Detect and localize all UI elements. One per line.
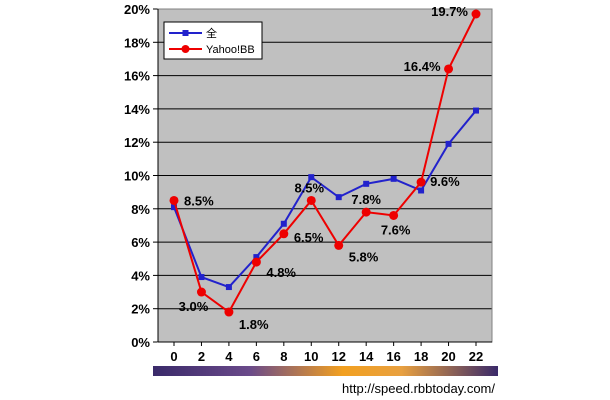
y-tick-label: 2%: [131, 302, 150, 317]
legend-label: 全: [206, 26, 217, 40]
series-point-square: [445, 140, 452, 147]
x-tick-label: 2: [198, 349, 205, 364]
series-point-circle: [361, 207, 371, 217]
x-tick-label: 8: [280, 349, 287, 364]
legend-label: Yahoo!BB: [206, 44, 255, 56]
series-point-circle: [169, 195, 179, 205]
series-point-square: [473, 107, 479, 114]
x-tick-labels: 0 2 4 6 8 10 12 14 16 18 20 22: [170, 342, 483, 364]
y-tick-labels: 0% 2% 4% 6% 8% 10% 12% 14% 16% 18% 20%: [124, 2, 150, 350]
series-point-circle: [334, 240, 344, 250]
y-tick-label: 4%: [131, 268, 150, 283]
series-point-circle: [471, 9, 481, 19]
y-tick-label: 10%: [124, 169, 150, 184]
x-tick-label: 12: [331, 349, 345, 364]
series-point-circle: [279, 229, 289, 239]
data-label: 5.8%: [349, 249, 379, 264]
y-tick-label: 6%: [131, 235, 150, 250]
y-tick-label: 18%: [124, 35, 150, 50]
data-labels: 8.5% 3.0% 1.8% 4.8% 6.5% 8.5% 5.8% 7.8%7.6% 9.6%…: [179, 4, 469, 332]
series-point-circle: [251, 257, 261, 267]
y-tick-label: 16%: [124, 69, 150, 84]
legend-marker-square: [182, 30, 189, 36]
x-tick-label: 0: [170, 349, 177, 364]
series-point-circle: [416, 177, 426, 187]
y-tick-label: 8%: [131, 202, 150, 217]
series-point-circle: [389, 210, 399, 220]
x-tick-label: 16: [386, 349, 400, 364]
series-point-circle: [196, 287, 206, 297]
data-label: 4.8%: [266, 265, 296, 280]
series: [169, 9, 481, 317]
series-point-square: [308, 174, 315, 181]
x-tick-label: 22: [469, 349, 483, 364]
data-label: 3.0%: [179, 299, 209, 314]
y-tick-label: 12%: [124, 135, 150, 150]
x-tick-label: 10: [304, 349, 318, 364]
gradient-bar: [153, 366, 498, 376]
gradient-strip: [153, 366, 498, 376]
y-tick-label: 20%: [124, 2, 150, 17]
x-tick-label: 20: [441, 349, 455, 364]
series-line: [173, 13, 477, 314]
series-point-circle: [224, 307, 234, 317]
data-label: 16.4%: [404, 59, 441, 74]
legend-marker-circle: [181, 45, 190, 53]
series-point-square: [225, 284, 232, 291]
series-point-square: [335, 194, 342, 201]
x-tick-label: 14: [359, 349, 374, 364]
series-point-square: [171, 204, 177, 211]
y-tick-label: 0%: [131, 335, 150, 350]
data-label: 8.5%: [184, 193, 214, 208]
data-label: 19.7%: [431, 4, 468, 19]
data-label: 6.5%: [294, 230, 324, 245]
series-point-square: [418, 187, 425, 194]
series-line: [173, 109, 477, 289]
legend: 全 Yahoo!BB: [163, 21, 263, 60]
data-label: 1.8%: [239, 317, 269, 332]
legend-box: [163, 21, 263, 60]
series-point-square: [198, 274, 205, 281]
series-point-circle: [306, 195, 316, 205]
series-point-square: [253, 254, 260, 261]
series-point-circle: [444, 64, 454, 74]
series-point-square: [390, 175, 397, 182]
x-tick-label: 18: [414, 349, 428, 364]
series-point-square: [363, 180, 370, 187]
x-tick-label: 4: [225, 349, 233, 364]
data-label: 7.8%: [351, 192, 381, 207]
x-tick-label: 6: [253, 349, 260, 364]
y-tick-label: 14%: [124, 102, 150, 117]
data-label: 9.6%: [430, 174, 460, 189]
source-url: http://speed.rbbtoday.com/: [342, 381, 495, 396]
data-label: 8.5%: [294, 180, 324, 195]
data-label: 7.6%: [381, 222, 411, 237]
axes: [157, 8, 493, 343]
series-point-square: [280, 220, 287, 227]
